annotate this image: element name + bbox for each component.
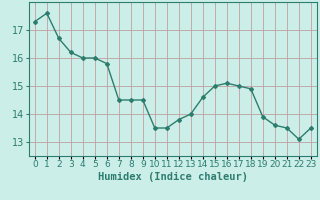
X-axis label: Humidex (Indice chaleur): Humidex (Indice chaleur)	[98, 172, 248, 182]
